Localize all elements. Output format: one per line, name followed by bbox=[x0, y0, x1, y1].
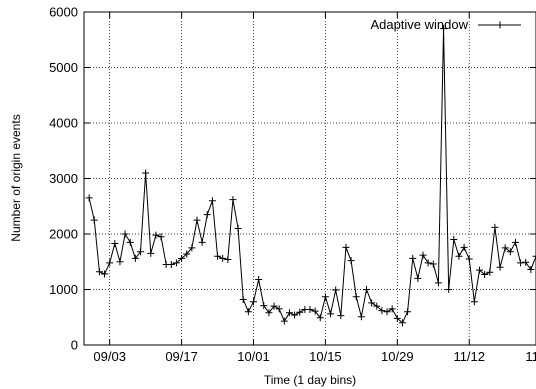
data-point bbox=[322, 293, 329, 300]
data-point bbox=[111, 240, 118, 247]
x-axis-title: Time (1 day bins) bbox=[264, 373, 356, 387]
data-point bbox=[116, 258, 123, 265]
data-point bbox=[168, 261, 175, 268]
y-axis-title: Number of origin events bbox=[9, 114, 23, 241]
data-point bbox=[209, 197, 216, 204]
data-point bbox=[106, 259, 113, 266]
data-point bbox=[142, 169, 149, 176]
data-point bbox=[342, 244, 349, 251]
data-point bbox=[260, 302, 267, 309]
data-point bbox=[224, 256, 231, 263]
series-adaptive-window bbox=[86, 25, 536, 326]
data-point bbox=[255, 276, 262, 283]
data-point bbox=[527, 266, 534, 273]
data-point bbox=[517, 259, 524, 266]
x-tick-label: 09/17 bbox=[165, 349, 198, 364]
data-point bbox=[461, 244, 468, 251]
y-tick-label: 2000 bbox=[49, 227, 78, 242]
data-point bbox=[122, 231, 129, 238]
data-point bbox=[409, 255, 416, 262]
data-point bbox=[445, 286, 452, 293]
data-point bbox=[353, 293, 360, 300]
data-point bbox=[404, 308, 411, 315]
legend: Adaptive window bbox=[370, 17, 521, 32]
legend-label: Adaptive window bbox=[370, 17, 468, 32]
data-point bbox=[425, 259, 432, 266]
y-tick-label: 5000 bbox=[49, 60, 78, 75]
data-point bbox=[332, 287, 339, 294]
data-point bbox=[158, 233, 165, 240]
data-point bbox=[147, 250, 154, 257]
legend-marker bbox=[497, 22, 504, 29]
x-tick-label: 09/03 bbox=[93, 349, 126, 364]
data-point bbox=[512, 239, 519, 246]
data-point bbox=[229, 196, 236, 203]
data-point bbox=[337, 312, 344, 319]
data-point bbox=[86, 194, 93, 201]
data-point bbox=[348, 257, 355, 264]
data-point bbox=[235, 225, 242, 232]
data-point bbox=[368, 299, 375, 306]
grid bbox=[84, 12, 536, 345]
data-point bbox=[194, 217, 201, 224]
x-tick-label: 10/01 bbox=[237, 349, 270, 364]
y-tick-label: 1000 bbox=[49, 282, 78, 297]
x-tick-label: 11/26 bbox=[525, 349, 536, 364]
data-point bbox=[91, 217, 98, 224]
data-point bbox=[281, 318, 288, 325]
y-tick-label: 6000 bbox=[49, 5, 78, 20]
y-tick-label: 3000 bbox=[49, 171, 78, 186]
x-tick-label: 11/12 bbox=[453, 349, 485, 364]
data-point bbox=[307, 306, 314, 313]
data-point bbox=[450, 236, 457, 243]
data-point bbox=[363, 286, 370, 293]
data-point bbox=[199, 239, 206, 246]
data-point bbox=[250, 298, 257, 305]
data-point bbox=[358, 313, 365, 320]
data-point bbox=[466, 255, 473, 262]
data-point bbox=[455, 253, 462, 260]
data-point bbox=[435, 279, 442, 286]
y-tick-label: 0 bbox=[71, 338, 78, 353]
data-point bbox=[522, 259, 529, 266]
x-tick-label: 10/15 bbox=[309, 349, 342, 364]
data-point bbox=[414, 275, 421, 282]
data-point bbox=[240, 296, 247, 303]
data-point bbox=[245, 308, 252, 315]
data-point bbox=[491, 224, 498, 231]
y-tick-label: 4000 bbox=[49, 116, 78, 131]
data-point bbox=[127, 239, 134, 246]
data-point bbox=[430, 260, 437, 267]
data-point bbox=[471, 298, 478, 305]
x-tick-label: 10/29 bbox=[381, 349, 414, 364]
data-point bbox=[497, 264, 504, 271]
data-point bbox=[204, 211, 211, 218]
data-point bbox=[152, 232, 159, 239]
data-point bbox=[327, 310, 334, 317]
data-point bbox=[420, 252, 427, 259]
